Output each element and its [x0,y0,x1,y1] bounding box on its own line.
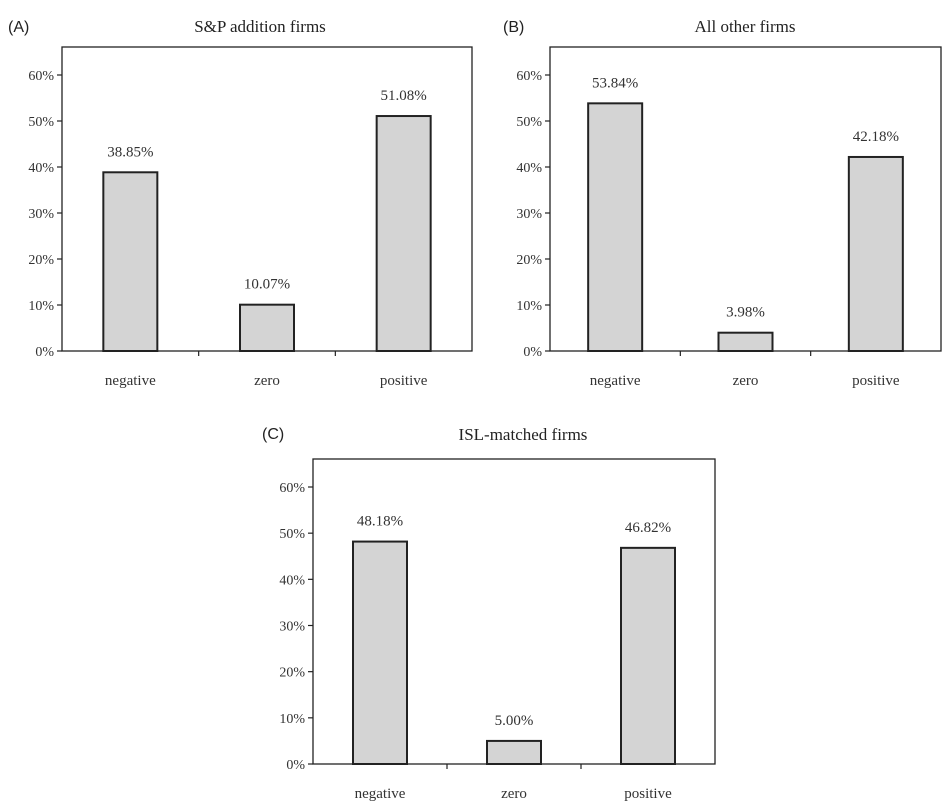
panel-c-bar-zero [486,739,542,766]
panel-c-data-label-positive: 46.82% [625,520,671,536]
panel-c-category-positive: positive [624,786,672,802]
panel-c-letter: (C) [262,426,284,443]
panel-c-ytick-label-3: 30% [279,620,305,635]
panel-a-category-positive: positive [380,373,428,389]
panel-c-title: ISL-matched firms [459,425,588,444]
panel-b-category-positive: positive [852,373,900,389]
panel-a-ytick-label-3: 30% [28,207,54,222]
panel-a: (A) S&P addition firms 0% 10% 20% 30% 40% 50%… [8,17,473,389]
panel-a-data-label-zero: 10.07% [244,277,290,293]
panel-b-letter: (B) [503,19,524,36]
panel-b-bar-zero [717,331,774,352]
panel-a-letter: (A) [8,19,29,36]
panel-c-ytick-label-0: 0% [286,758,305,773]
panel-a-category-zero: zero [254,373,280,389]
panel-a-ytick-label-0: 0% [35,345,54,360]
panel-b-category-negative: negative [590,373,641,389]
panel-c: (C) ISL-matched firms 0% 10% 20% 30% 40% 50% 6… [262,425,716,802]
panel-c-ytick-label-6: 60% [279,481,305,496]
panel-a-ytick-label-5: 50% [28,115,54,130]
panel-a-data-label-negative: 38.85% [107,144,153,160]
panel-a-ytick-label-2: 20% [28,253,54,268]
panel-b: (B) All other firms 0% 10% 20% 30% 40% 50% 60%… [503,17,942,389]
panel-b-ytick-label-5: 50% [516,115,542,130]
panel-b-data-label-negative: 53.84% [592,75,638,91]
panel-b-ytick-label-2: 20% [516,253,542,268]
panel-b-ytick-label-6: 60% [516,69,542,84]
panel-b-ytick-label-0: 0% [523,345,542,360]
panel-a-category-negative: negative [105,373,156,389]
panel-c-data-label-negative: 48.18% [357,514,403,530]
panel-a-bar-positive [375,115,432,352]
panel-a-ytick-label-1: 10% [28,299,54,314]
panel-b-bar-positive [847,155,904,352]
panel-b-category-zero: zero [733,373,759,389]
panel-b-title: All other firms [694,17,795,36]
panel-a-data-label-positive: 51.08% [381,88,427,104]
panel-a-bar-negative [102,171,159,352]
panel-c-ytick-label-5: 50% [279,527,305,542]
panel-a-bar-zero [239,303,295,353]
panel-b-ytick-label-3: 30% [516,207,542,222]
panel-c-category-negative: negative [355,786,406,802]
panel-b-bar-negative [587,102,644,352]
panel-c-ytick-label-4: 40% [279,573,305,588]
panel-b-data-label-positive: 42.18% [853,129,899,145]
panel-b-ytick-label-1: 10% [516,299,542,314]
panel-b-ytick-label-4: 40% [516,161,542,176]
panel-a-title: S&P addition firms [194,17,326,36]
panel-a-ytick-label-4: 40% [28,161,54,176]
panel-c-category-zero: zero [501,786,527,802]
panel-c-bar-negative [352,540,408,765]
panel-c-ytick-label-1: 10% [279,712,305,727]
panel-c-data-label-zero: 5.00% [495,713,534,729]
panel-a-ytick-label-6: 60% [28,69,54,84]
panel-c-bar-positive [620,546,676,765]
panel-c-ytick-label-2: 20% [279,666,305,681]
panel-b-data-label-zero: 3.98% [726,305,765,321]
